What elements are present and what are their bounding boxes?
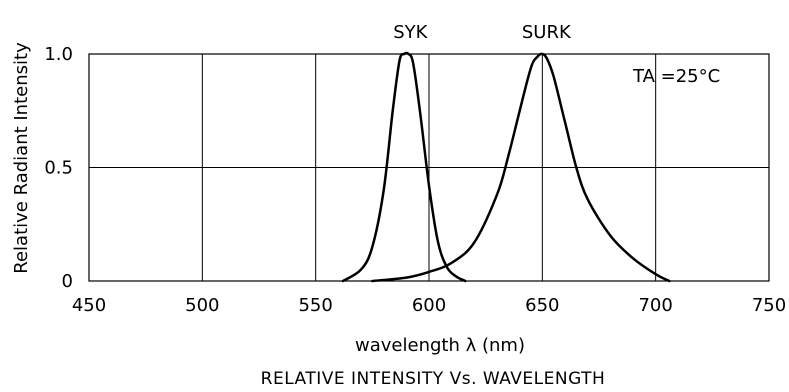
x-tick-label: 450 [72,295,106,316]
series-label-syk: SYK [393,22,428,43]
x-tick-label: 750 [752,295,786,316]
y-tick-labels: 0 0.5 1.0 [44,44,73,292]
x-tick-label: 650 [525,295,559,316]
y-axis-label: Relative Radiant Intensity [11,42,32,274]
chart-caption: RELATIVE INTENSITY Vs. WAVELENGTH [261,369,606,389]
temperature-annotation: TA =25°C [632,66,720,87]
x-tick-label: 550 [298,295,332,316]
x-axis-label: wavelength λ (nm) [355,335,525,356]
x-tick-label: 500 [185,295,219,316]
series-curves [341,51,671,283]
y-tick-label: 1.0 [44,44,73,65]
grid-layer [89,54,769,281]
x-tick-label: 600 [412,295,446,316]
x-tick-labels: 450 500 550 600 650 700 750 [72,295,786,316]
x-tick-label: 700 [638,295,672,316]
series-label-surk: SURK [522,22,572,43]
y-tick-label: 0.5 [44,158,73,179]
series-line-syk [341,51,467,283]
series-labels: SYK SURK [393,22,572,43]
y-tick-label: 0 [62,271,73,292]
series-line-surk [371,52,671,283]
plot-frame [88,53,770,282]
